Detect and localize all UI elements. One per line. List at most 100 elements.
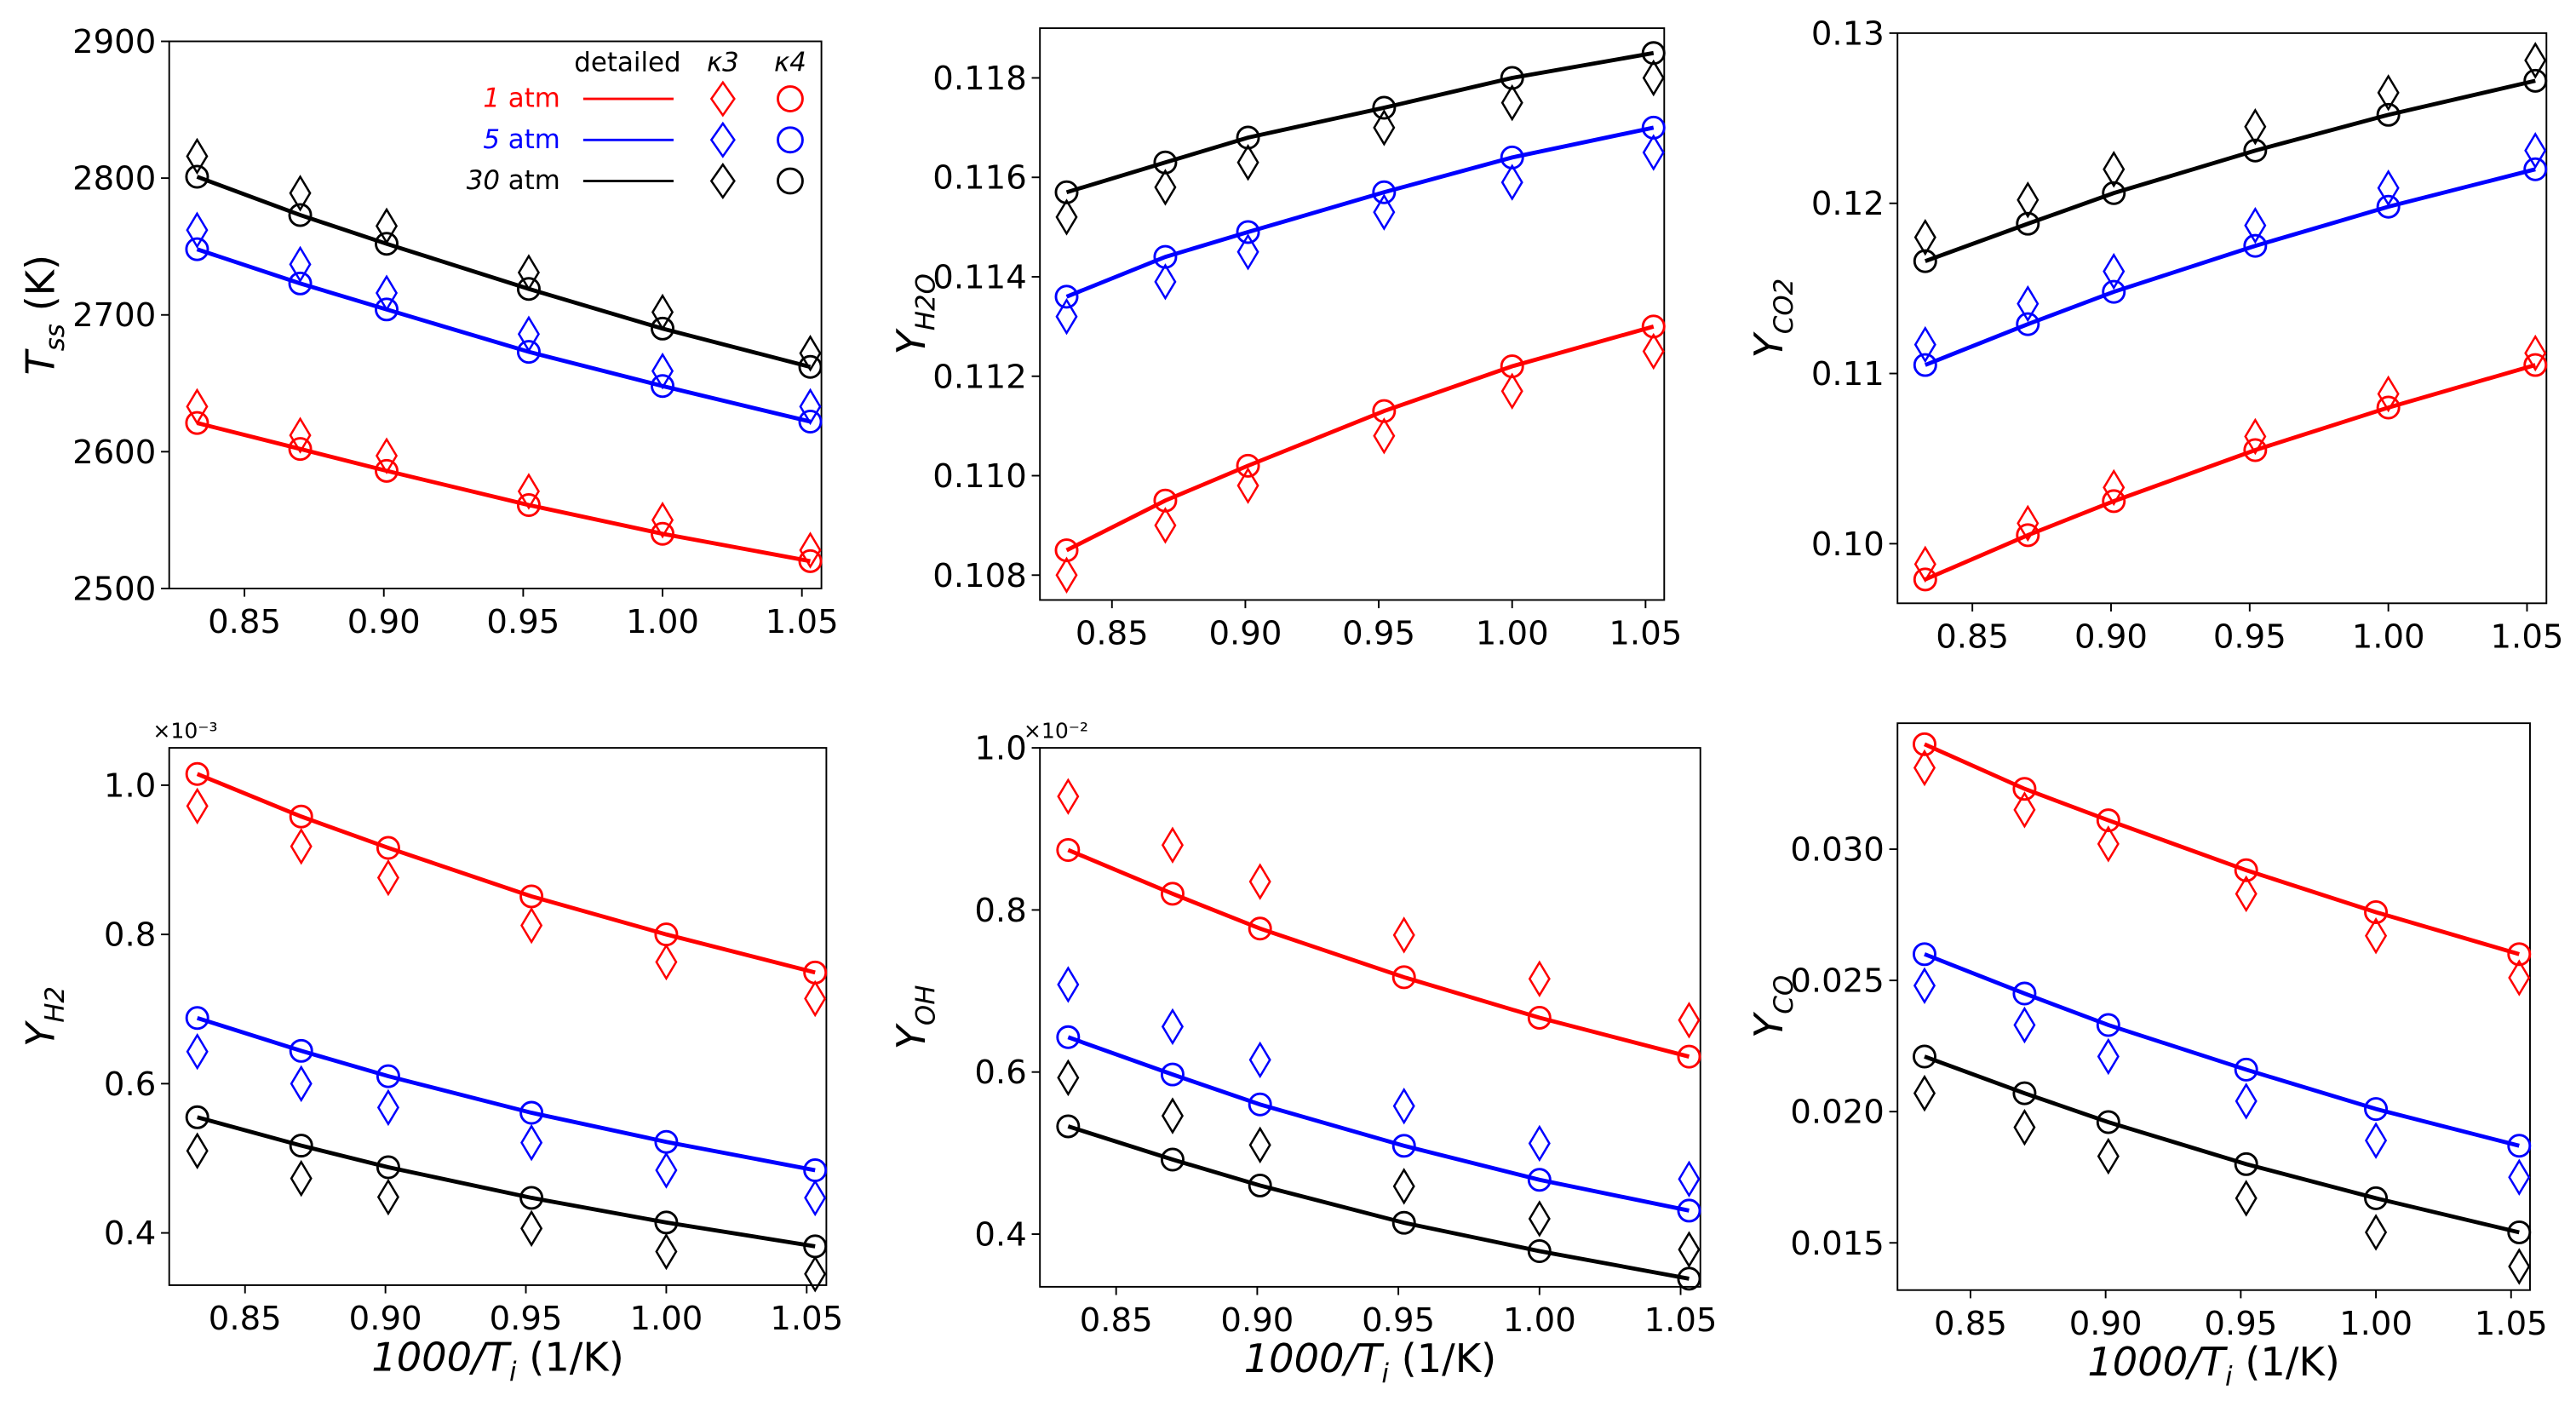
x-tick-label: 1.05	[2475, 1305, 2548, 1343]
k3-marker	[290, 828, 313, 865]
y-tick-label: 0.6	[974, 1054, 1026, 1092]
k3-marker	[1392, 916, 1415, 954]
y-axis-label-base: T	[18, 348, 64, 376]
k3-marker	[1236, 233, 1259, 271]
series-5-atm	[1054, 115, 1666, 336]
k4-marker	[2102, 181, 2126, 205]
y-axis-label-sub: CO2	[1769, 279, 1799, 334]
y-axis-label-sub: CO	[1769, 975, 1799, 1014]
x-tick-label: 0.95	[2204, 1305, 2277, 1343]
k3-marker	[2097, 825, 2120, 863]
y-tick-label: 0.116	[932, 159, 1026, 198]
k4-marker	[2096, 1013, 2120, 1037]
x-axis-label-unit: (1/K)	[517, 1334, 624, 1380]
x-tick-label: 0.95	[1362, 1301, 1435, 1340]
k4-marker	[1913, 249, 1937, 273]
k4-marker	[1056, 1025, 1081, 1049]
k3-marker	[2103, 468, 2126, 507]
x-tick-label: 0.85	[1080, 1301, 1153, 1340]
y-multiplier: ×10⁻²	[1024, 719, 1088, 744]
y-tick-label: 2700	[72, 296, 156, 335]
detailed-line	[1924, 78, 2536, 263]
k4-marker	[376, 1155, 400, 1180]
x-tick-label: 1.05	[766, 603, 839, 641]
k3-marker	[1154, 263, 1177, 301]
k4-marker	[803, 1158, 828, 1182]
y-axis-label-sub: ss	[40, 324, 71, 351]
k3-marker	[1913, 545, 1936, 583]
k4-marker	[519, 884, 544, 909]
k3-marker	[1642, 59, 1665, 97]
legend-pressure-unit: atm	[500, 165, 560, 196]
k4-marker	[654, 1210, 679, 1235]
panel-co2: 0.85 0.90 0.95 1.00 1.05 0.10 0.11 0.12 0.13 YCO2	[1746, 14, 2563, 656]
k4-marker	[1500, 145, 1524, 169]
k3-marker	[1528, 960, 1551, 998]
k3-marker	[1500, 164, 1523, 201]
k3-marker	[376, 1088, 399, 1127]
x-axis-label-unit: (1/K)	[2233, 1339, 2340, 1385]
y-tick-label: 1.0	[104, 767, 156, 805]
k3-marker	[1055, 198, 1078, 236]
k4-marker	[1153, 244, 1178, 269]
k3-marker	[655, 1232, 678, 1271]
k3-marker	[2244, 108, 2267, 146]
k4-marker	[1056, 1114, 1081, 1139]
k3-marker	[520, 1123, 543, 1162]
k3-marker	[2097, 1037, 2120, 1076]
y-axis-label-sub: H2	[40, 986, 71, 1023]
k3-marker	[2508, 959, 2531, 996]
k3-marker	[2377, 169, 2400, 207]
series-5-atm	[1912, 942, 2532, 1196]
k4-marker	[2102, 489, 2126, 514]
x-axis-label-base: 1000/T	[1244, 1335, 1385, 1381]
k4-marker	[289, 1038, 313, 1063]
k3-marker	[2013, 791, 2036, 829]
k3-marker	[651, 352, 674, 390]
k3-marker	[1055, 556, 1078, 594]
k3-marker	[186, 787, 209, 825]
k3-marker	[655, 1151, 678, 1189]
k3-marker	[1678, 1231, 1701, 1268]
k3-marker	[375, 274, 399, 312]
k3-marker	[1500, 83, 1523, 122]
k3-marker	[2244, 206, 2267, 244]
k3-marker	[186, 137, 209, 175]
legend-diamond-marker	[709, 163, 736, 199]
k3-marker	[186, 211, 209, 249]
plot-frame	[1896, 722, 2531, 1291]
x-tick-label: 0.90	[347, 603, 421, 641]
k4-marker	[289, 1134, 313, 1158]
k3-marker	[1161, 1097, 1184, 1134]
k3-marker	[2365, 1122, 2388, 1159]
k3-marker	[1678, 1160, 1701, 1198]
k3-marker	[375, 207, 399, 245]
legend-label: 1 atm	[483, 83, 560, 114]
k3-marker	[2524, 334, 2547, 372]
k3-marker	[2244, 417, 2267, 456]
x-tick-label: 1.00	[2352, 617, 2425, 656]
legend-circle-marker	[777, 126, 804, 154]
k3-marker	[376, 1178, 399, 1216]
y-axis-label: YCO	[1746, 975, 1799, 1038]
x-tick-label: 0.95	[486, 603, 559, 641]
x-axis-label: 1000/Ti (1/K)	[371, 1334, 624, 1387]
k3-marker	[2524, 132, 2547, 169]
series-1-atm	[185, 761, 828, 1018]
detailed-line	[196, 175, 812, 370]
series-1-atm	[1056, 778, 1701, 1069]
k3-marker	[1057, 966, 1080, 1003]
k3-marker	[2377, 74, 2400, 112]
x-tick-label: 1.05	[1644, 1301, 1718, 1340]
k4-marker	[2234, 858, 2258, 882]
k4-marker	[185, 237, 209, 261]
series-5-atm	[185, 211, 823, 434]
k3-marker	[804, 1255, 827, 1293]
k4-marker	[1248, 916, 1272, 941]
k3-marker	[1248, 1041, 1271, 1079]
k3-marker	[2017, 504, 2040, 543]
series-30-atm	[1913, 42, 2548, 273]
k3-marker	[375, 437, 399, 474]
k3-marker	[1161, 1008, 1184, 1046]
